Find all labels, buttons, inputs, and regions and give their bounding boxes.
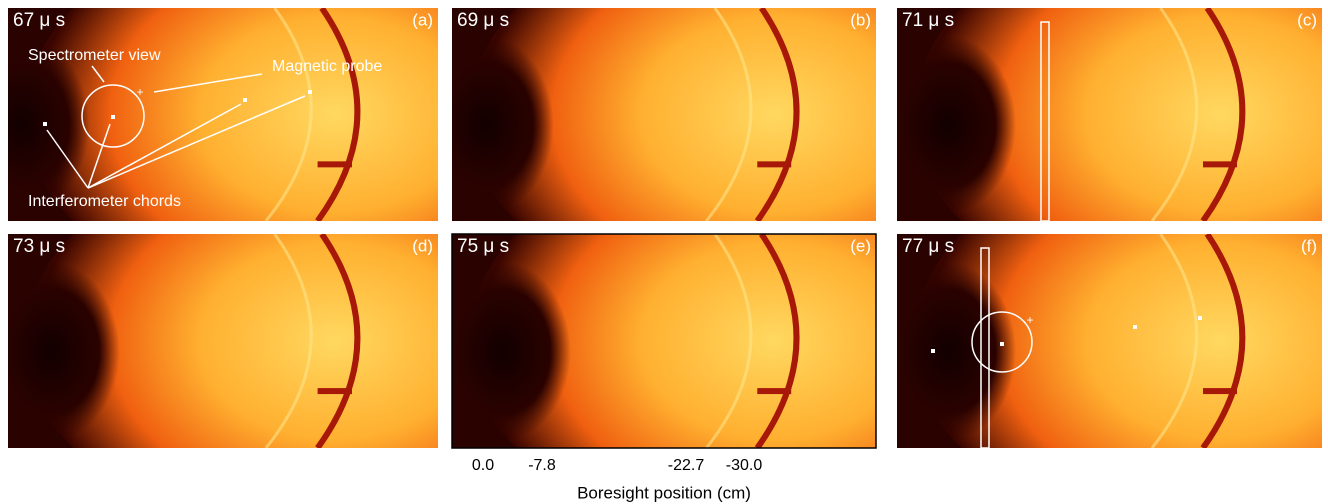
panel-label: (b) — [850, 10, 871, 29]
panel-label: (c) — [1297, 10, 1317, 29]
electrode-arc — [754, 234, 800, 448]
axis-frame — [451, 233, 877, 449]
dark-region — [452, 261, 571, 442]
time-label: 69 μ s — [457, 10, 509, 31]
image-panel: 73 μ s (d) — [8, 234, 438, 448]
panel-label: (f) — [1301, 236, 1317, 255]
boresight-box — [980, 247, 990, 449]
marker: + — [1026, 313, 1033, 327]
annotation: Magnetic probe — [272, 58, 382, 75]
time-label: 71 μ s — [902, 10, 954, 31]
time-label: 73 μ s — [13, 236, 65, 257]
light-arc — [705, 234, 753, 448]
plasma-glow — [914, 8, 1322, 221]
probe-dots — [931, 316, 1202, 353]
tick-label: 0.0 — [472, 457, 494, 474]
probe-bar — [1203, 161, 1237, 168]
panel-label: (e) — [850, 236, 871, 255]
tick-label: -22.7 — [668, 457, 705, 474]
annotation: Spectrometer view — [28, 47, 161, 64]
dark-region — [8, 35, 90, 215]
light-arc — [264, 234, 313, 448]
probe-bar — [1203, 388, 1237, 395]
light-arc — [1150, 8, 1199, 221]
frame-mask — [877, 0, 1328, 8]
view-circle — [81, 84, 145, 148]
electrode-arc — [1200, 234, 1246, 448]
image-panel: 77 μ s (f) — [897, 234, 1322, 448]
dark-region — [8, 261, 120, 442]
dark-region — [452, 35, 554, 215]
image-panel: 67 μ s (a) — [0, 0, 458, 221]
plasma-glow — [469, 8, 876, 221]
probe-bar — [317, 388, 352, 395]
axis-title: Boresight position (cm) — [577, 483, 751, 502]
arrows — [46, 65, 306, 189]
plasma-glow — [914, 234, 1322, 448]
probe-bar — [317, 161, 352, 168]
marker: + — [136, 85, 143, 99]
image-panel: 75 μ s (e) — [452, 234, 876, 448]
light-arc — [264, 8, 313, 221]
dark-region — [897, 261, 1016, 442]
electrode-arc — [315, 234, 361, 448]
plasma-glow — [25, 234, 438, 448]
plasma-glow — [25, 8, 438, 221]
tick-label: -30.0 — [726, 457, 763, 474]
light-arc — [705, 8, 753, 221]
dark-region — [897, 35, 1016, 215]
probe-bar — [757, 388, 792, 395]
panel-label: (a) — [412, 10, 433, 29]
image-panel: 71 μ s (c) — [877, 0, 1328, 221]
view-circle — [971, 311, 1033, 373]
probe-dots — [43, 90, 312, 126]
electrode-arc — [315, 8, 361, 221]
plasma-glow — [469, 234, 876, 448]
boresight-box — [1040, 21, 1050, 222]
panel-label: (d) — [412, 236, 433, 255]
probe-bar — [757, 161, 792, 168]
annotation: Interferometer chords — [28, 193, 181, 210]
image-panel: 69 μ s (b) — [432, 0, 896, 221]
time-label: 77 μ s — [902, 236, 954, 257]
light-arc — [1150, 234, 1199, 448]
frame-mask — [432, 0, 896, 8]
tick-label: -7.8 — [528, 457, 556, 474]
time-label: 67 μ s — [13, 10, 65, 31]
frame-mask — [0, 0, 458, 8]
electrode-arc — [1200, 8, 1246, 221]
annotations: Spectrometer view Magnetic probe Interfe… — [28, 21, 1202, 502]
time-label: 75 μ s — [457, 236, 509, 257]
electrode-arc — [754, 8, 800, 221]
